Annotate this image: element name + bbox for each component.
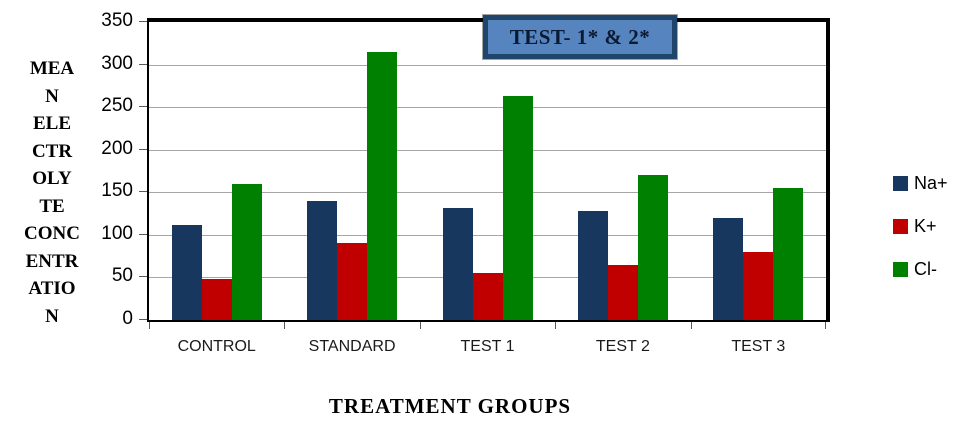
legend: Na+ K+ Cl- <box>893 173 948 302</box>
bar-cl-test-1 <box>502 96 533 320</box>
x-axis-category-label: TEST 2 <box>595 338 650 355</box>
x-axis-category-label: TEST 3 <box>731 338 786 355</box>
y-axis-tick <box>139 276 147 278</box>
x-axis-category-label: TEST 1 <box>460 338 515 355</box>
y-axis-title-line: CONC <box>24 223 80 244</box>
y-axis-tick-label: 150 <box>101 180 133 202</box>
y-axis-title-line: ATIO <box>28 278 76 299</box>
gridline <box>149 149 826 151</box>
legend-item: Na+ <box>893 173 948 194</box>
legend-item: K+ <box>893 216 948 237</box>
x-axis-tick <box>149 322 150 329</box>
legend-swatch-icon <box>893 219 908 234</box>
y-axis-tick <box>139 148 147 150</box>
legend-label: K+ <box>914 216 937 236</box>
plot-area <box>147 18 830 322</box>
y-axis-title-line: ELE <box>32 113 72 134</box>
y-axis-tick <box>139 106 147 108</box>
legend-label: Na+ <box>914 173 948 193</box>
y-axis-tick <box>139 233 147 235</box>
bar-cl-control <box>231 184 262 320</box>
x-axis-tick <box>284 322 286 329</box>
bar-cl-test-3 <box>773 188 804 320</box>
bar-cl-standard <box>367 52 398 320</box>
y-axis-tick <box>139 21 147 22</box>
bar-k-standard <box>337 243 368 320</box>
gridline <box>149 192 826 194</box>
y-axis-title-line: N <box>45 85 59 107</box>
bar-cl-test-2 <box>637 175 668 320</box>
x-axis-tick <box>555 322 557 329</box>
y-axis-tick-label: 50 <box>111 265 133 287</box>
gridline <box>149 107 826 109</box>
bar-na-standard <box>307 201 338 320</box>
y-axis-tick-label: 200 <box>101 137 133 159</box>
bar-na-test-2 <box>577 211 608 320</box>
x-axis-tick <box>690 322 692 329</box>
y-axis-title-line: CTR <box>31 140 73 162</box>
y-axis-tick <box>139 191 147 193</box>
bar-k-test-2 <box>607 265 638 320</box>
legend-swatch-icon <box>893 262 908 277</box>
bar-na-test-1 <box>442 208 473 320</box>
y-axis-tick <box>139 63 147 65</box>
chart-title: TEST- 1* & 2* <box>509 24 651 49</box>
bar-na-control <box>171 225 202 320</box>
y-axis-tick-label: 300 <box>101 52 133 74</box>
legend-swatch-icon <box>893 176 908 191</box>
x-axis-category-label: STANDARD <box>308 338 396 355</box>
y-axis-title-line: OLY <box>32 168 72 189</box>
bar-k-test-1 <box>472 273 503 320</box>
legend-item: Cl- <box>893 259 948 280</box>
y-axis-title-line: MEA <box>29 58 75 79</box>
gridline <box>149 64 826 66</box>
y-axis-title-line: TE <box>39 195 65 217</box>
y-axis-tick-label: 250 <box>101 95 133 117</box>
chart-title-box: TEST- 1* & 2* <box>483 15 677 59</box>
bar-na-test-3 <box>713 218 744 320</box>
gridline <box>149 234 826 236</box>
y-axis-tick-label: 0 <box>122 308 133 329</box>
legend-label: Cl- <box>914 259 937 279</box>
bar-k-test-3 <box>743 252 774 320</box>
x-axis-tick <box>825 322 826 329</box>
y-axis-title-line: N <box>45 305 59 327</box>
y-axis-tick-label: 100 <box>101 222 133 244</box>
y-axis-title-line: ENTR <box>25 250 79 272</box>
bar-k-control <box>201 279 232 320</box>
y-axis-tick-label: 350 <box>101 10 133 31</box>
x-axis-title: TREATMENT GROUPS <box>328 394 572 418</box>
x-axis-category-label: CONTROL <box>177 338 256 355</box>
y-axis-tick <box>139 319 147 320</box>
y-axis-title: MEA N ELE CTR OLY TE CONC ENTR ATIO N <box>2 55 102 330</box>
x-axis-tick <box>419 322 421 329</box>
